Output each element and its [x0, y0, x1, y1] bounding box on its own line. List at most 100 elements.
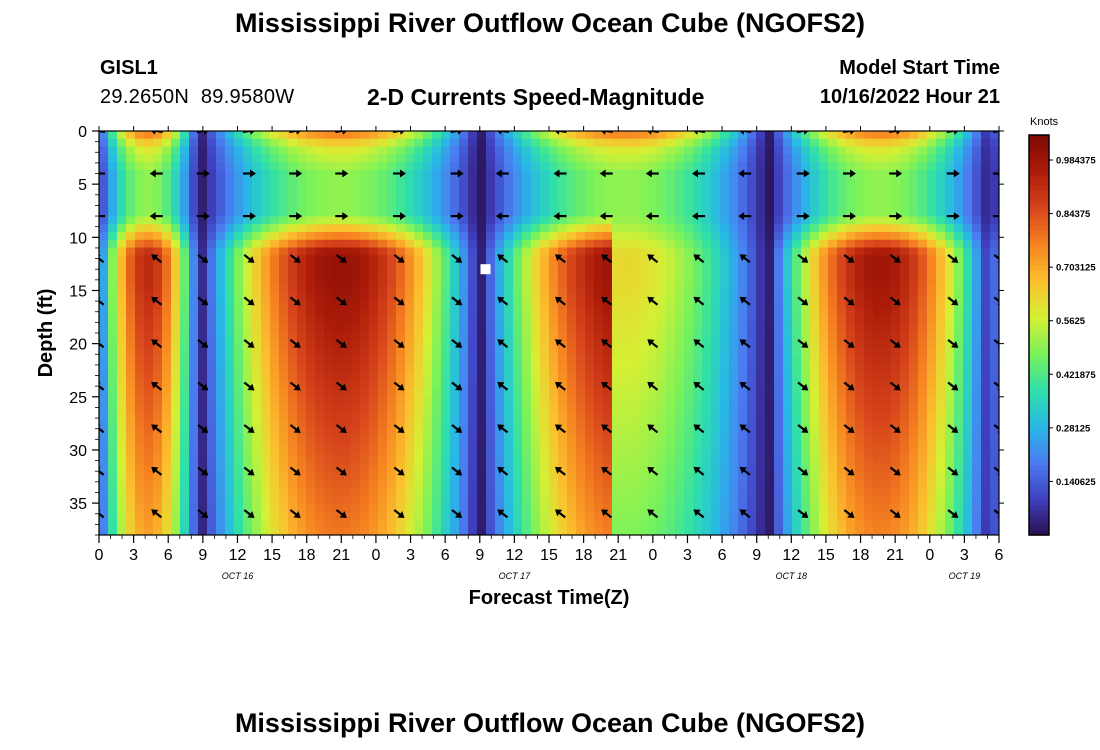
- heatmap-cell: [846, 224, 856, 233]
- heatmap-cell: [396, 379, 406, 388]
- heatmap-cell: [729, 418, 739, 427]
- heatmap-cell: [333, 434, 343, 443]
- heatmap-cell: [189, 395, 199, 404]
- heatmap-cell: [738, 301, 748, 311]
- heatmap-cell: [504, 177, 514, 186]
- heatmap-cell: [747, 255, 757, 264]
- heatmap-cell: [342, 395, 352, 404]
- heatmap-cell: [963, 162, 973, 171]
- heatmap-cell: [792, 356, 802, 365]
- heatmap-cell: [252, 278, 262, 287]
- heatmap-cell: [621, 333, 631, 342]
- heatmap-cell: [801, 457, 811, 466]
- heatmap-cell: [441, 224, 451, 233]
- heatmap-cell: [549, 465, 559, 474]
- heatmap-cell: [342, 418, 352, 427]
- heatmap-cell: [603, 387, 613, 396]
- heatmap-cell: [405, 270, 415, 280]
- heatmap-cell: [522, 169, 532, 179]
- heatmap-cell: [171, 301, 181, 311]
- heatmap-cell: [837, 154, 847, 163]
- heatmap-cell: [477, 387, 487, 396]
- heatmap-cell: [279, 216, 289, 225]
- heatmap-cell: [837, 356, 847, 365]
- heatmap-cell: [333, 371, 343, 381]
- heatmap-cell: [774, 177, 784, 186]
- heatmap-cell: [315, 348, 325, 357]
- heatmap-cell: [918, 364, 928, 373]
- heatmap-cell: [891, 503, 901, 513]
- heatmap-cell: [216, 480, 226, 489]
- heatmap-cell: [693, 263, 703, 272]
- heatmap-cell: [459, 410, 469, 420]
- heatmap-cell: [216, 472, 226, 482]
- heatmap-cell: [648, 131, 658, 140]
- heatmap-cell: [540, 301, 550, 311]
- heatmap-cell: [351, 325, 361, 334]
- heatmap-cell: [738, 154, 748, 163]
- heatmap-cell: [585, 301, 595, 311]
- heatmap-cell: [882, 263, 892, 272]
- heatmap-cell: [936, 247, 946, 256]
- heatmap-cell: [828, 418, 838, 427]
- heatmap-cell: [270, 154, 280, 163]
- heatmap-cell: [684, 488, 694, 497]
- heatmap-cell: [261, 333, 271, 342]
- heatmap-cell: [954, 449, 964, 458]
- heatmap-cell: [216, 379, 226, 388]
- heatmap-cell: [315, 457, 325, 466]
- heatmap-cell: [801, 496, 811, 505]
- heatmap-cell: [819, 294, 829, 303]
- heatmap-cell: [423, 480, 433, 489]
- heatmap-cell: [279, 255, 289, 264]
- heatmap-cell: [351, 418, 361, 427]
- heatmap-cell: [990, 263, 999, 272]
- heatmap-cell: [333, 457, 343, 466]
- heatmap-cell: [648, 146, 658, 155]
- heatmap-cell: [360, 387, 370, 396]
- heatmap-cell: [828, 177, 838, 186]
- heatmap-cell: [279, 224, 289, 233]
- heatmap-cell: [828, 371, 838, 381]
- heatmap-cell: [108, 177, 118, 186]
- heatmap-cell: [594, 200, 604, 210]
- heatmap-cell: [639, 402, 649, 412]
- heatmap-cell: [666, 278, 676, 287]
- heatmap-cell: [450, 503, 460, 513]
- heatmap-cell: [504, 449, 514, 458]
- heatmap-cell: [684, 511, 694, 521]
- heatmap-cell: [576, 169, 586, 179]
- heatmap-cell: [972, 278, 982, 287]
- heatmap-cell: [837, 247, 847, 256]
- heatmap-cell: [333, 325, 343, 334]
- heatmap-cell: [522, 255, 532, 264]
- heatmap-cell: [126, 232, 136, 241]
- heatmap-cell: [306, 138, 316, 148]
- heatmap-cell: [684, 146, 694, 155]
- heatmap-cell: [180, 379, 190, 388]
- heatmap-cell: [909, 154, 919, 163]
- heatmap-cell: [891, 364, 901, 373]
- heatmap-cell: [234, 371, 244, 381]
- heatmap-cell: [171, 263, 181, 272]
- heatmap-cell: [774, 294, 784, 303]
- heatmap-cell: [396, 185, 406, 194]
- heatmap-cell: [180, 263, 190, 272]
- heatmap-cell: [801, 379, 811, 388]
- heatmap-cell: [513, 348, 523, 357]
- heatmap-cell: [684, 449, 694, 458]
- heatmap-cell: [801, 154, 811, 163]
- heatmap-cell: [486, 356, 496, 365]
- heatmap-cell: [288, 488, 298, 497]
- heatmap-cell: [108, 402, 118, 412]
- heatmap-cell: [927, 216, 937, 225]
- heatmap-cell: [468, 185, 478, 194]
- heatmap-cell: [441, 348, 451, 357]
- heatmap-cell: [783, 488, 793, 497]
- heatmap-cell: [675, 410, 685, 420]
- heatmap-cell: [792, 301, 802, 311]
- heatmap-cell: [891, 488, 901, 497]
- heatmap-cell: [225, 278, 235, 287]
- heatmap-cell: [549, 309, 559, 319]
- heatmap-cell: [738, 185, 748, 194]
